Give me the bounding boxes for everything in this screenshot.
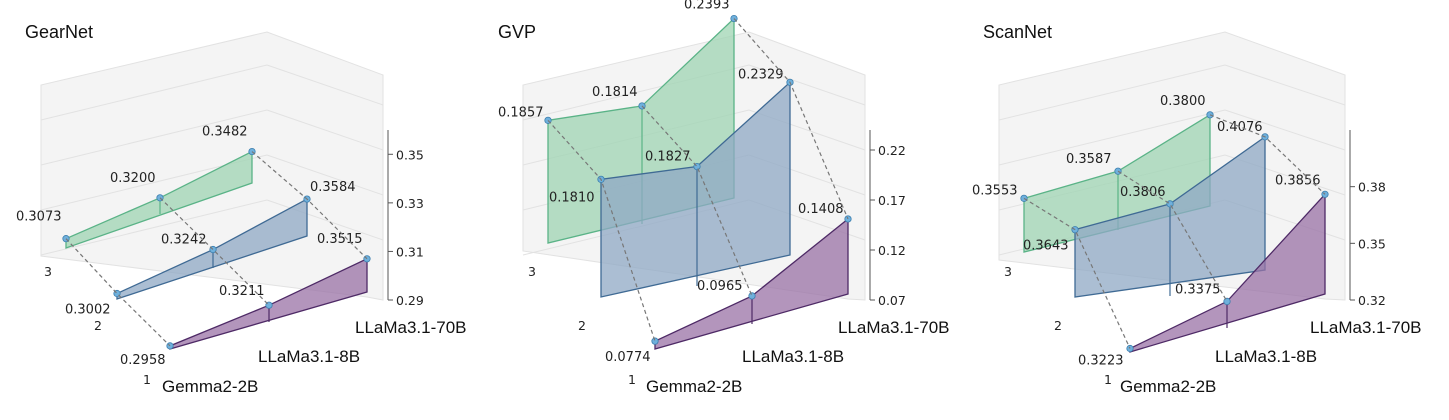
area-llama3-1-8b (600, 80, 791, 298)
grid-line (266, 154, 384, 196)
z-tick-label: 0.07 (878, 293, 906, 308)
value-label: 0.3587 (1066, 152, 1112, 167)
category-label-gemma2-2b: Gemma2-2B (646, 377, 742, 396)
category-label-llama3-1-70b: LLaMa3.1-70B (838, 318, 950, 337)
grid-line (40, 109, 268, 166)
x-tick-label: 1 (628, 372, 636, 387)
grid-line (266, 199, 384, 241)
value-label: 0.3806 (1120, 185, 1166, 200)
value-label: 0.3200 (110, 171, 156, 186)
value-label: 0.3211 (219, 284, 265, 299)
x-tick-label: 1 (143, 372, 151, 387)
z-tick-label: 0.22 (878, 143, 906, 158)
grid-line (998, 109, 1226, 166)
point-gemma2-2b-2 (1223, 297, 1231, 305)
value-label: 0.3553 (972, 183, 1018, 198)
value-label: 0.3800 (1160, 94, 1206, 109)
value-label: 0.3856 (1275, 173, 1321, 188)
panel-gearnet: 0.29 0.31 0.33 0.35 1 2 3 0.3073 0.3200 0.3482 0.3… (16, 22, 467, 396)
grid-line (1224, 109, 1346, 151)
value-label: 0.3223 (1078, 354, 1124, 369)
z-tick-label: 0.12 (878, 243, 906, 258)
panel-scannet: 0.32 0.35 0.38 1 2 3 0.3553 0.3587 0.3800 0.3643 0… (972, 22, 1422, 396)
category-label-llama3-1-70b: LLaMa3.1-70B (1310, 318, 1422, 337)
connector-3 (733, 18, 849, 220)
value-label: 0.3584 (310, 180, 356, 195)
value-label: 0.1810 (549, 190, 595, 205)
category-label-llama3-1-70b: LLaMa3.1-70B (355, 318, 467, 337)
point-gemma2-2b-1 (651, 337, 659, 345)
connector-1 (547, 119, 656, 342)
category-label-llama3-1-8b: LLaMa3.1-8B (1215, 347, 1317, 366)
value-label: 0.2393 (684, 0, 730, 13)
x-tick-label: 3 (44, 264, 52, 279)
z-tick-label: 0.38 (1358, 180, 1386, 195)
grid-line (998, 64, 1226, 121)
x-tick-label: 2 (578, 318, 586, 333)
z-tick-label: 0.33 (396, 196, 424, 211)
category-label-gemma2-2b: Gemma2-2B (1120, 377, 1216, 396)
value-label: 0.1827 (645, 150, 691, 165)
panel-title: GVP (498, 22, 536, 42)
grid-line (40, 64, 268, 121)
grid-line (748, 64, 866, 106)
z-tick-label: 0.17 (878, 193, 906, 208)
value-label: 0.3375 (1175, 282, 1221, 297)
panel-gvp: 0.07 0.12 0.17 0.22 1 2 3 0.1857 0.1814 0.2393 0.1… (498, 0, 950, 396)
value-label: 0.3242 (161, 233, 207, 248)
value-label: 0.3482 (202, 125, 248, 140)
value-label: 0.3002 (65, 302, 111, 317)
connector-1 (65, 238, 171, 347)
grid-line (40, 199, 268, 256)
value-label: 0.1857 (498, 105, 544, 120)
z-tick-label: 0.29 (396, 293, 424, 308)
panel-title: GearNet (25, 22, 93, 42)
point-llama3-1-8b-2 (1166, 200, 1174, 208)
grid-line (266, 109, 384, 151)
value-label: 0.1408 (798, 202, 844, 217)
z-tick-label: 0.35 (396, 147, 424, 162)
value-label: 0.0965 (697, 279, 743, 294)
z-tick-label: 0.31 (396, 244, 424, 259)
category-label-llama3-1-8b: LLaMa3.1-8B (258, 347, 360, 366)
panel-title: ScanNet (983, 22, 1052, 42)
connector-2 (641, 105, 753, 297)
value-label: 0.3643 (1023, 239, 1069, 254)
value-label: 0.3073 (16, 210, 62, 225)
connector-3 (1209, 114, 1326, 195)
connector-1 (1023, 197, 1131, 349)
point-gemma2-2b-2 (748, 292, 756, 300)
x-tick-label: 1 (1104, 372, 1112, 387)
x-tick-label: 2 (94, 318, 102, 333)
x-tick-label: 3 (1004, 264, 1012, 279)
z-tick-label: 0.35 (1358, 236, 1386, 251)
category-label-llama3-1-8b: LLaMa3.1-8B (742, 347, 844, 366)
category-label-gemma2-2b: Gemma2-2B (162, 377, 258, 396)
x-tick-label: 3 (528, 264, 536, 279)
value-label: 0.2329 (738, 67, 784, 82)
value-label: 0.0774 (605, 350, 651, 365)
value-label: 0.1814 (592, 85, 638, 100)
value-label: 0.3515 (317, 232, 363, 247)
connector-2 (159, 197, 270, 306)
connector-2 (1117, 170, 1228, 302)
z-tick-label: 0.32 (1358, 293, 1386, 308)
connector-3 (251, 151, 368, 260)
x-tick-label: 2 (1054, 318, 1062, 333)
grid-line (266, 64, 384, 106)
value-label: 0.2958 (120, 353, 166, 368)
grid-line (1224, 64, 1346, 106)
